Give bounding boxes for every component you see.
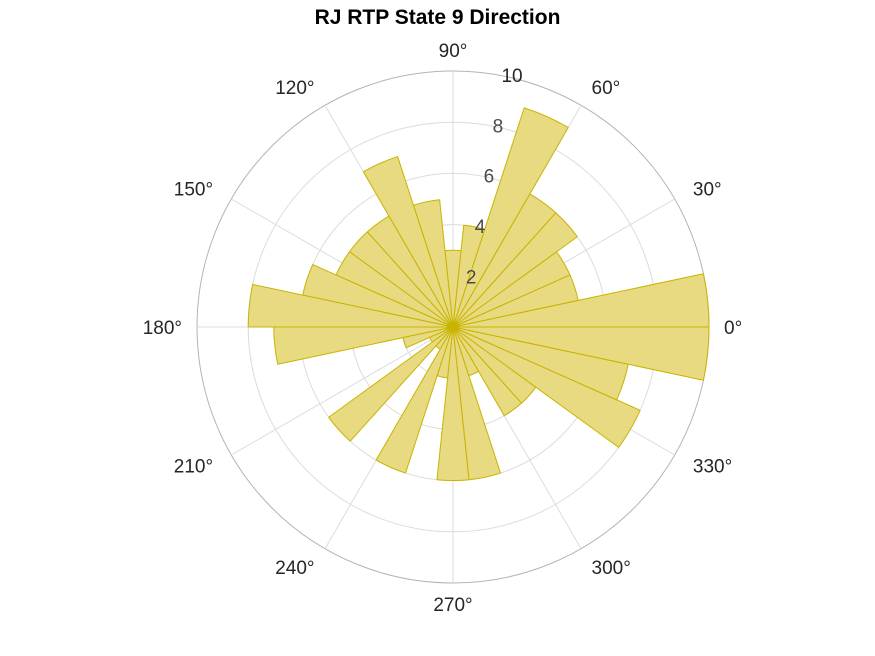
histogram-bar bbox=[452, 326, 501, 481]
theta-tick-label: 150° bbox=[174, 180, 213, 201]
r-tick-label: 4 bbox=[475, 217, 486, 238]
histogram-bar bbox=[452, 107, 569, 328]
r-tick-label: 8 bbox=[493, 116, 504, 137]
r-tick-label: 2 bbox=[466, 268, 477, 289]
histogram-bar bbox=[375, 326, 454, 474]
theta-tick-label: 300° bbox=[592, 558, 631, 579]
r-tick-label: 6 bbox=[484, 167, 495, 188]
theta-tick-label: 90° bbox=[439, 41, 468, 62]
histogram-bar bbox=[452, 224, 486, 328]
histogram-bar bbox=[452, 326, 710, 381]
r-tick-label: 10 bbox=[501, 66, 522, 87]
histogram-bar bbox=[247, 283, 454, 328]
histogram-bar bbox=[362, 156, 454, 328]
chart-title: RJ RTP State 9 Direction bbox=[314, 6, 561, 29]
theta-tick-label: 270° bbox=[433, 595, 472, 616]
histogram-bar bbox=[452, 326, 641, 448]
theta-tick-label: 0° bbox=[724, 318, 742, 339]
grid-spoke bbox=[231, 326, 454, 456]
theta-tick-label: 180° bbox=[143, 318, 182, 339]
theta-tick-label: 240° bbox=[275, 558, 314, 579]
histogram-bar bbox=[328, 326, 454, 442]
theta-tick-label: 30° bbox=[693, 180, 722, 201]
theta-tick-label: 330° bbox=[693, 457, 732, 478]
theta-tick-label: 210° bbox=[174, 457, 213, 478]
histogram-bars bbox=[247, 107, 710, 482]
axis-labels: 0° 30° 60° 90° 120° 150° 180° 210° 240° 270° 300° 3… bbox=[143, 41, 742, 616]
theta-tick-label: 60° bbox=[592, 78, 621, 99]
theta-tick-label: 120° bbox=[275, 78, 314, 99]
